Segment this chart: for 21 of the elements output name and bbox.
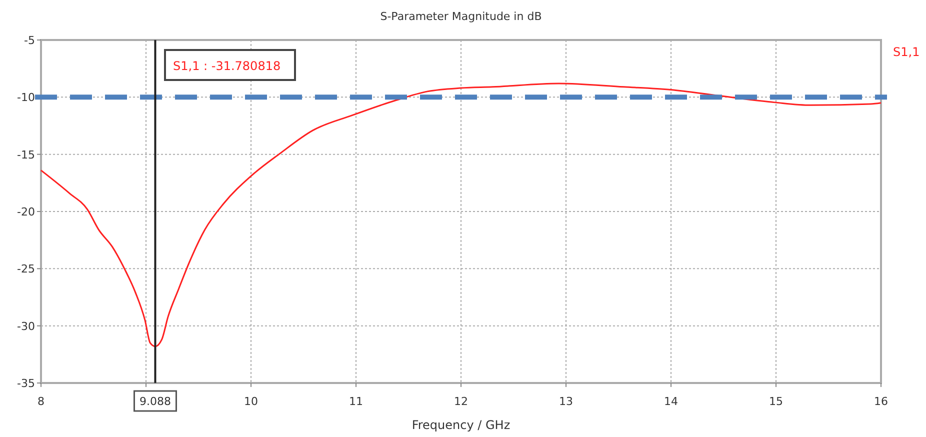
x-axis-title: Frequency / GHz xyxy=(412,418,510,432)
x-tick-label: 11 xyxy=(349,395,363,408)
x-tick-label: 13 xyxy=(559,395,573,408)
y-tick-label: -25 xyxy=(17,262,35,276)
x-tick-label: 15 xyxy=(769,395,783,408)
y-tick-label: -10 xyxy=(17,91,35,104)
y-tick-label: -5 xyxy=(24,34,35,47)
y-tick-label: -20 xyxy=(17,206,35,218)
x-tick-label: 14 xyxy=(664,395,678,408)
y-tick-label: -35 xyxy=(17,377,35,390)
x-tick-label: 16 xyxy=(874,395,888,408)
x-tick-label: 10 xyxy=(244,395,258,408)
x-tick-label: 8 xyxy=(38,395,44,408)
line-series xyxy=(40,82,882,348)
chart-title: S-Parameter Magnitude in dB xyxy=(380,10,542,23)
annotation: S1,1 : -31.780818 xyxy=(173,59,281,73)
y-tick-label: -30 xyxy=(17,320,35,333)
x-tick-label: 12 xyxy=(454,395,468,408)
ref-line-label: 9.088 xyxy=(139,395,171,408)
y-tick-label: -15 xyxy=(17,148,35,162)
text: S1,1 xyxy=(893,45,920,59)
